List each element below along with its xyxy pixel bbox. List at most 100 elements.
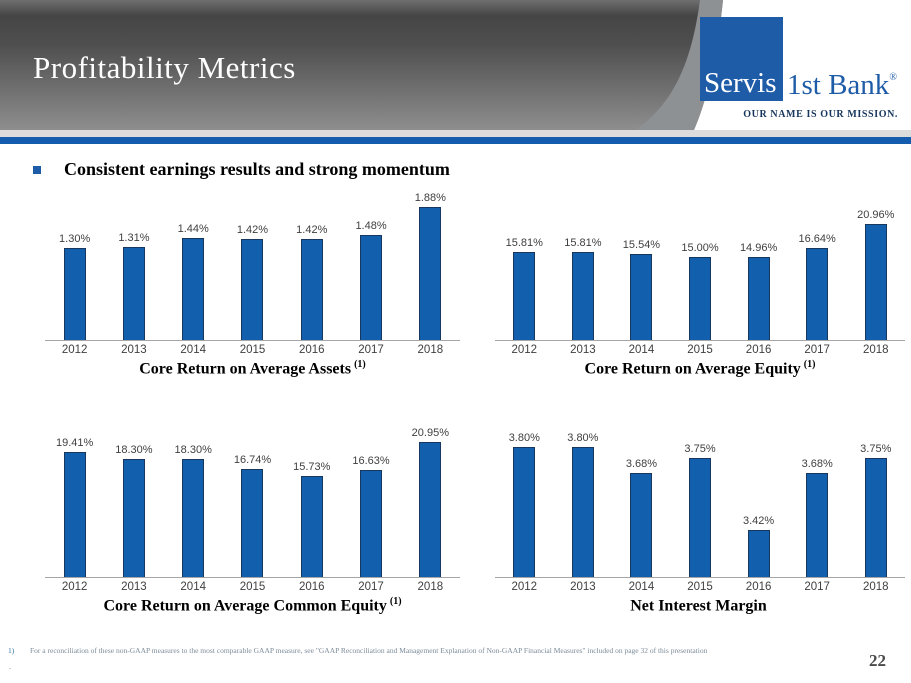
bar [864, 223, 887, 340]
bar-value-label: 15.54% [622, 238, 661, 251]
year-label: 2017 [358, 581, 384, 594]
year-label: 2013 [570, 581, 596, 594]
divider-stripe-gray [0, 130, 911, 137]
footnote: 1) For a reconciliation of these non-GAAP… [8, 646, 888, 655]
bar-value-label: 3.68% [625, 458, 658, 471]
bar [182, 237, 205, 340]
bar-column: 19.41% [45, 421, 104, 578]
bar-value-label: 3.80% [508, 432, 540, 445]
bar-value-label: 1.44% [177, 222, 209, 235]
year-label: 2016 [298, 581, 325, 594]
bar [122, 459, 145, 578]
bar [241, 239, 264, 340]
chart-title: Net Interest Margin [630, 597, 767, 615]
year-label: 2013 [121, 344, 147, 356]
chart-title: Core Return on Average Assets (1) [139, 359, 366, 378]
bar [747, 257, 770, 340]
footnote-marker: 1) [8, 646, 15, 655]
year-label: 2015 [239, 344, 266, 356]
logo-name-left: Servis [704, 67, 777, 99]
bar [689, 256, 712, 340]
bar [630, 473, 653, 578]
bar [122, 247, 145, 340]
bar [419, 442, 442, 578]
footnote-reference: (1) [389, 596, 402, 608]
chart-core-return-on-average-common-equity: 19.41% 18.30% 18.30% 16.74% 15.73% 16.63% 20.9… [45, 421, 460, 615]
plot-area: 15.81% 15.81% 15.54% 15.00% 14.96% 16.64% 20.9… [495, 190, 905, 341]
chart-core-return-on-average-assets: 1.30% 1.31% 1.44% 1.42% 1.42% 1.48% 1.88% 2012… [45, 190, 460, 378]
bar-value-label: 3.75% [684, 443, 716, 456]
bar-column: 3.42% [729, 421, 788, 578]
bar-value-label: 16.74% [233, 454, 272, 467]
year-label: 2017 [804, 344, 830, 356]
year-label: 2014 [628, 344, 655, 356]
chart-title: Core Return on Average Common Equity (1) [103, 596, 402, 615]
footnote-text: For a reconciliation of these non-GAAP m… [30, 646, 708, 655]
bullet-item: Consistent earnings results and strong m… [33, 159, 450, 180]
bar-value-label: 3.80% [567, 432, 599, 445]
bar-value-label: 1.31% [118, 232, 150, 244]
bar-value-label: 15.73% [293, 460, 331, 473]
bar-value-label: 16.63% [352, 455, 390, 468]
bar-column: 16.74% [223, 421, 282, 578]
bar-value-label: 15.00% [681, 241, 719, 254]
bar-column: 1.48% [341, 190, 400, 340]
bar [689, 458, 712, 578]
year-label: 2012 [511, 581, 538, 594]
bullet-square-icon [33, 166, 41, 174]
bar-column: 15.81% [554, 190, 613, 340]
bar-value-label: 3.68% [801, 458, 833, 471]
bar [747, 529, 770, 578]
bar-column: 18.30% [104, 421, 163, 578]
bar-value-label: 1.30% [59, 232, 91, 245]
year-label: 2013 [570, 344, 596, 356]
year-label: 2018 [417, 581, 444, 594]
bar-column: 15.00% [671, 190, 730, 340]
bar-column: 3.68% [612, 421, 671, 578]
bar [513, 447, 536, 578]
registered-trademark-symbol: ® [889, 72, 897, 83]
bar [300, 239, 323, 340]
bar-column: 1.44% [164, 190, 223, 340]
bar-column: 14.96% [729, 190, 788, 340]
bar-value-label: 15.81% [564, 237, 602, 250]
bar-value-label: 1.88% [414, 191, 446, 204]
year-label: 2015 [687, 344, 713, 356]
bar-value-label: 20.96% [857, 208, 895, 221]
year-label: 2018 [862, 581, 889, 594]
footnote-reference: (1) [354, 359, 366, 370]
bar-value-label: 3.42% [743, 514, 775, 527]
bar-column: 1.42% [282, 190, 341, 340]
chart-title: Core Return on Average Equity (1) [584, 359, 816, 378]
slide-title: Profitability Metrics [33, 50, 296, 85]
plot-area: 19.41% 18.30% 18.30% 16.74% 15.73% 16.63% 20.9… [45, 421, 460, 579]
bar-value-label: 18.30% [174, 444, 212, 457]
logo-tagline: OUR NAME IS OUR MISSION. [743, 109, 898, 120]
bar [806, 247, 829, 340]
bar-value-label: 3.75% [860, 443, 892, 456]
logo-wordmark: 1st Bank® [787, 71, 897, 100]
logo-name-right: 1st Bank [787, 69, 890, 101]
year-label: 2014 [180, 344, 206, 356]
bar [63, 452, 86, 578]
bar-value-label: 16.64% [798, 232, 836, 245]
year-label: 2017 [804, 581, 830, 594]
plot-area: 1.30% 1.31% 1.44% 1.42% 1.42% 1.48% 1.88% [45, 190, 460, 341]
bar-column: 3.80% [495, 421, 554, 578]
bar-column: 1.30% [45, 190, 104, 340]
x-axis-labels: 2012 2013 2014 2015 2016 2017 2018 [495, 341, 905, 356]
bar-value-label: 14.96% [739, 242, 778, 254]
divider-stripe-blue [0, 137, 911, 144]
year-label: 2015 [239, 581, 266, 594]
chart-core-return-on-average-equity: 15.81% 15.81% 15.54% 15.00% 14.96% 16.64% 20.9… [495, 190, 905, 378]
bar-column: 1.31% [104, 190, 163, 340]
bar-column: 1.88% [401, 190, 460, 340]
bar-column: 15.54% [612, 190, 671, 340]
year-label: 2012 [61, 344, 88, 356]
bar-column: 16.63% [341, 421, 400, 578]
bar-column: 15.73% [282, 421, 341, 578]
bar [806, 473, 829, 578]
year-label: 2014 [628, 581, 655, 594]
bar-value-label: 1.42% [296, 224, 328, 237]
